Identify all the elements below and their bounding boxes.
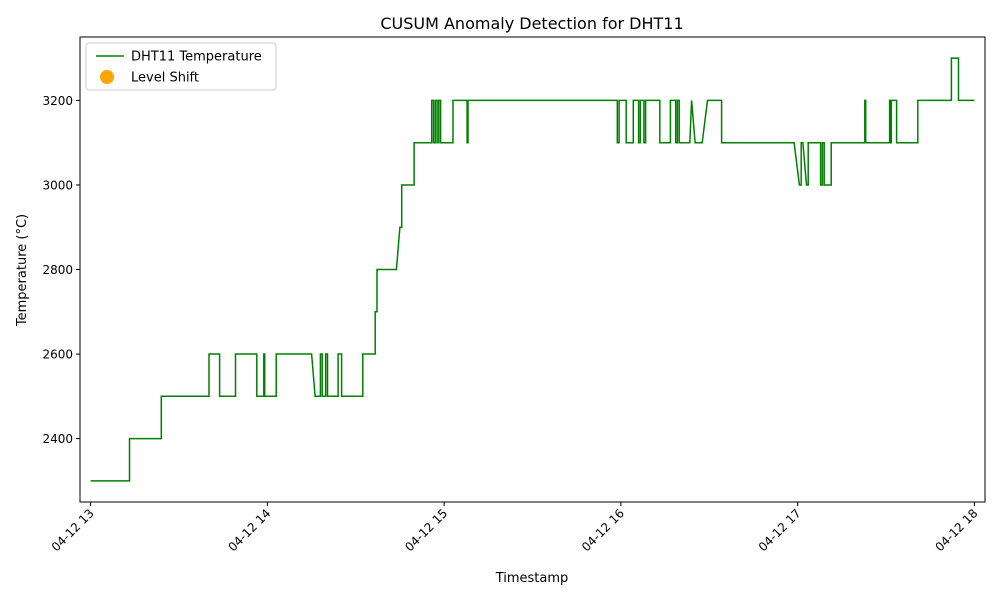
chart-title: CUSUM Anomaly Detection for DHT11 (380, 14, 683, 33)
y-tick-label: 2400 (42, 432, 73, 446)
x-tick-label: 04-12 13 (49, 506, 97, 554)
y-tick-label: 3000 (42, 178, 73, 192)
x-tick-label: 04-12 15 (402, 506, 450, 554)
legend: DHT11 Temperature Level Shift (85, 42, 277, 91)
x-tick-label: 04-12 14 (225, 506, 273, 554)
y-axis: 2400 2600 2800 3000 3200 (42, 94, 80, 446)
legend-label: DHT11 Temperature (131, 50, 262, 65)
x-axis: 04-12 13 04-12 14 04-12 15 04-12 16 04-12 17… (49, 502, 981, 554)
y-tick-label: 2800 (42, 263, 73, 277)
series-layer (90, 57, 975, 482)
legend-box (85, 42, 277, 91)
x-tick-label: 04-12 18 (932, 506, 980, 554)
y-axis-label: Temperature (°C) (15, 214, 30, 327)
y-tick-label: 2600 (42, 348, 73, 362)
series-line-dht11-temperature (90, 57, 975, 482)
y-tick-label: 3200 (42, 94, 73, 108)
legend-label: Level Shift (131, 71, 199, 86)
x-tick-label: 04-12 16 (579, 506, 627, 554)
legend-swatch-marker (100, 70, 114, 84)
plot-axes (80, 37, 985, 502)
plot-area (80, 37, 985, 502)
x-axis-label: Timestamp (495, 571, 569, 586)
x-tick-label: 04-12 17 (756, 506, 804, 554)
